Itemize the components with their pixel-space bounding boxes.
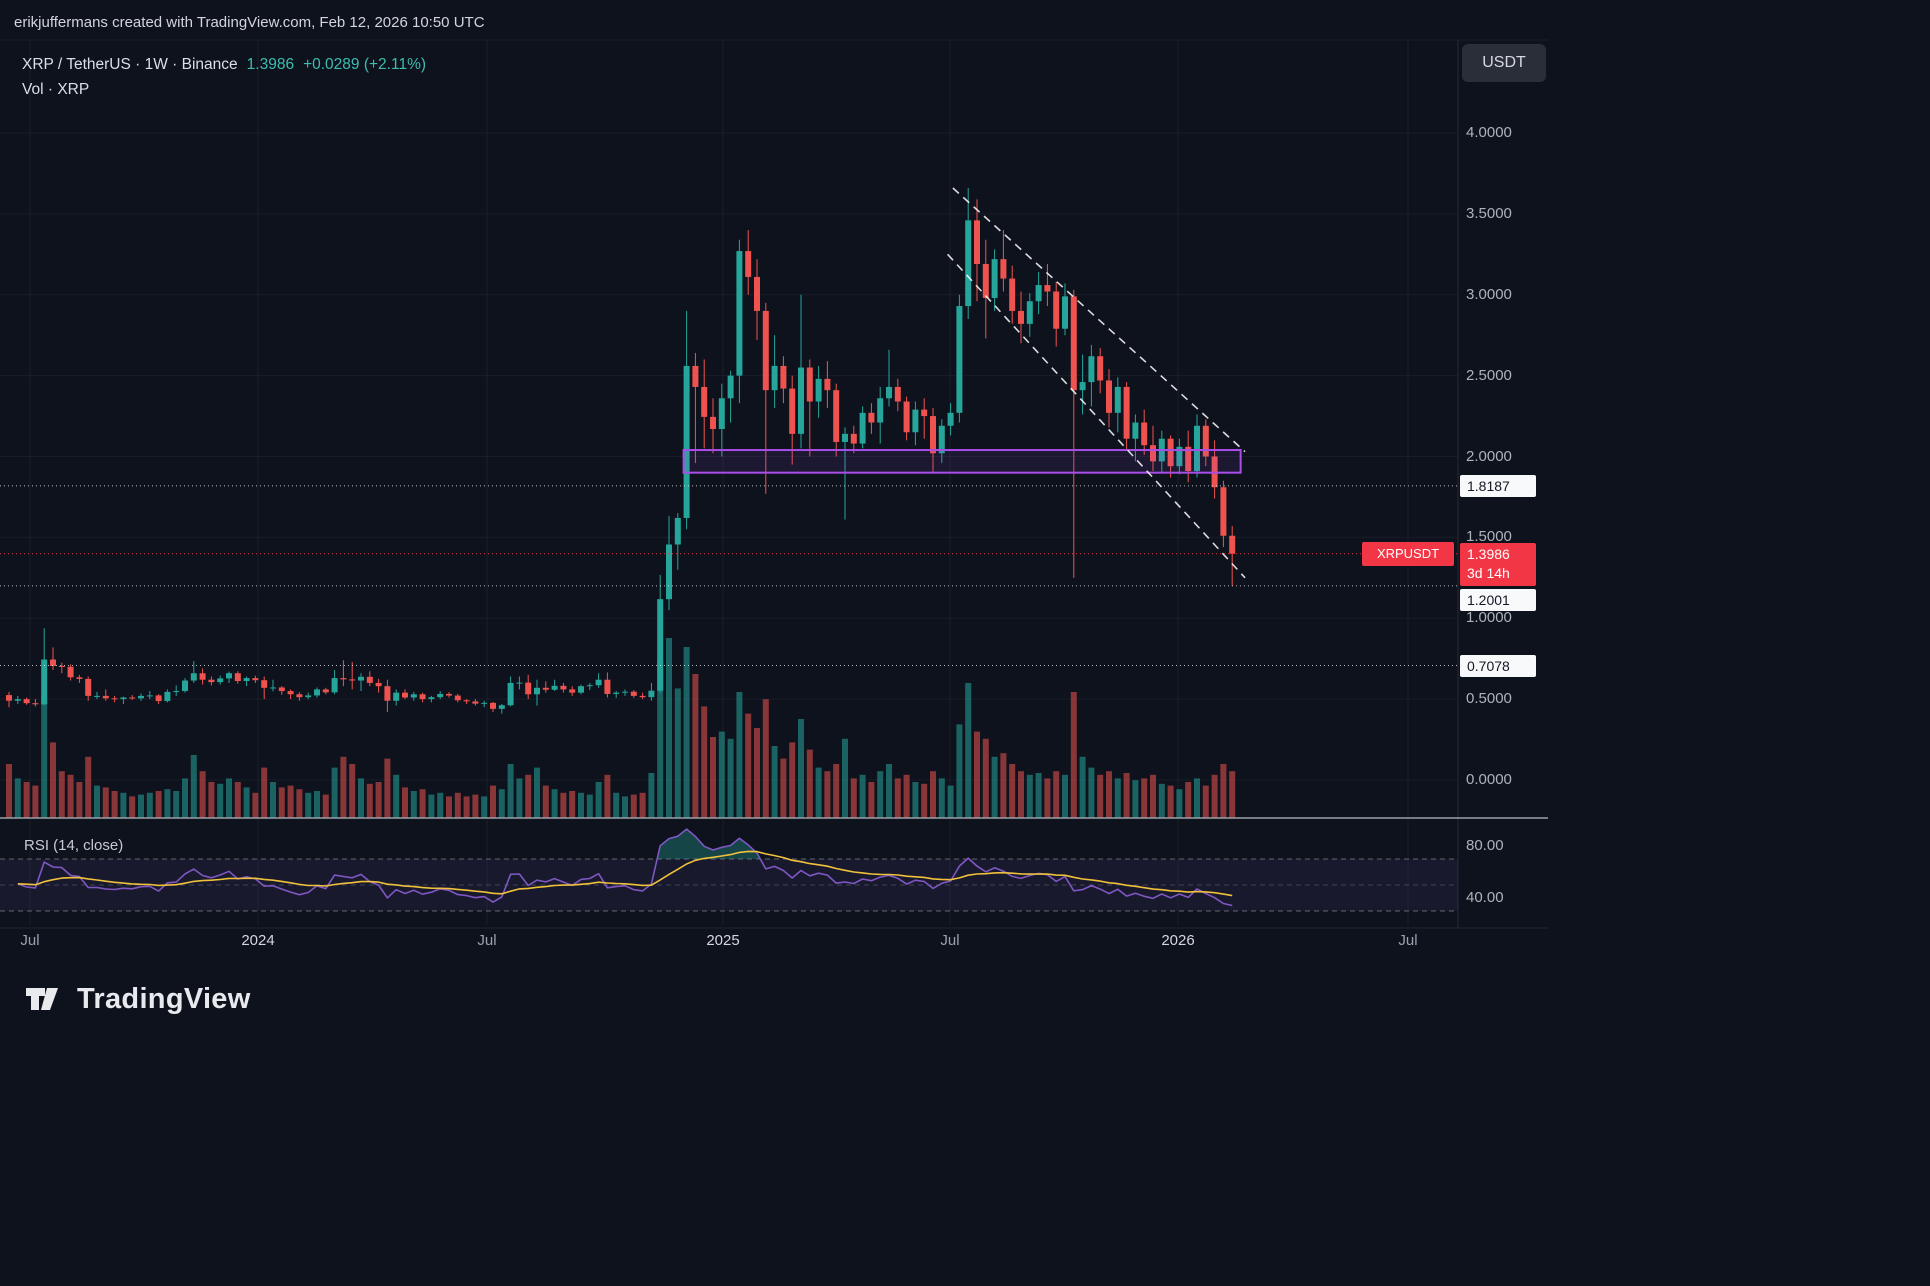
current-price-value: 1.3986 — [1467, 545, 1510, 562]
price-line-symbol-tag: XRPUSDT — [1362, 541, 1454, 566]
attribution-text: erikjuffermans created with TradingView.… — [14, 14, 485, 31]
rsi-axis-tick: 40.00 — [1466, 889, 1504, 906]
price-level-label-2[interactable]: 1.2001 — [1460, 588, 1536, 611]
rsi-indicator-title[interactable]: RSI (14, close) — [24, 837, 124, 854]
price-level-value: 1.8187 — [1467, 477, 1510, 494]
price-axis-tick: 3.0000 — [1466, 285, 1512, 303]
currency-unit-button[interactable]: USDT — [1462, 44, 1546, 82]
symbol-title[interactable]: XRP / TetherUS · 1W · Binance — [22, 55, 238, 73]
rsi-axis-tick: 80.00 — [1466, 837, 1504, 854]
time-axis-label: 2024 — [241, 932, 275, 949]
chart-legend: XRP / TetherUS · 1W · Binance 1.3986 +0.… — [22, 52, 426, 102]
price-axis-tick: 2.5000 — [1466, 366, 1512, 384]
time-axis-label: 2025 — [706, 932, 740, 949]
price-level-value: 1.2001 — [1467, 591, 1510, 608]
volume-indicator-label[interactable]: Vol · XRP — [22, 80, 90, 98]
price-axis-tick: 4.0000 — [1466, 124, 1512, 141]
price-axis-tick: 0.0000 — [1466, 771, 1512, 788]
price-axis-tick: 3.5000 — [1466, 204, 1512, 222]
price-axis-tick: 1.5000 — [1466, 528, 1512, 546]
time-axis-label: Jul — [20, 932, 40, 949]
price-axis-tick: 2.0000 — [1466, 447, 1512, 465]
price-change: +0.0289 (+2.11%) — [303, 55, 427, 73]
price-axis-tick: 0.5000 — [1466, 690, 1512, 708]
current-price-label: 1.3986 3d 14h — [1460, 542, 1536, 586]
bar-countdown: 3d 14h — [1467, 564, 1510, 581]
time-axis-label: Jul — [940, 932, 960, 949]
tradingview-logo-icon — [26, 988, 58, 1010]
time-axis-label: Jul — [477, 932, 497, 949]
brand-name: TradingView — [77, 982, 251, 1015]
price-level-label-3[interactable]: 0.7078 — [1460, 654, 1536, 677]
price-axis-tick: 1.0000 — [1466, 609, 1512, 627]
price-level-label-1[interactable]: 1.8187 — [1460, 474, 1536, 497]
price-level-value: 0.7078 — [1467, 657, 1510, 674]
tradingview-footer-logo[interactable]: TradingView — [24, 982, 251, 1016]
last-price: 1.3986 — [246, 55, 295, 73]
time-axis-label: Jul — [1398, 932, 1418, 949]
time-axis-label: 2026 — [1161, 932, 1195, 949]
